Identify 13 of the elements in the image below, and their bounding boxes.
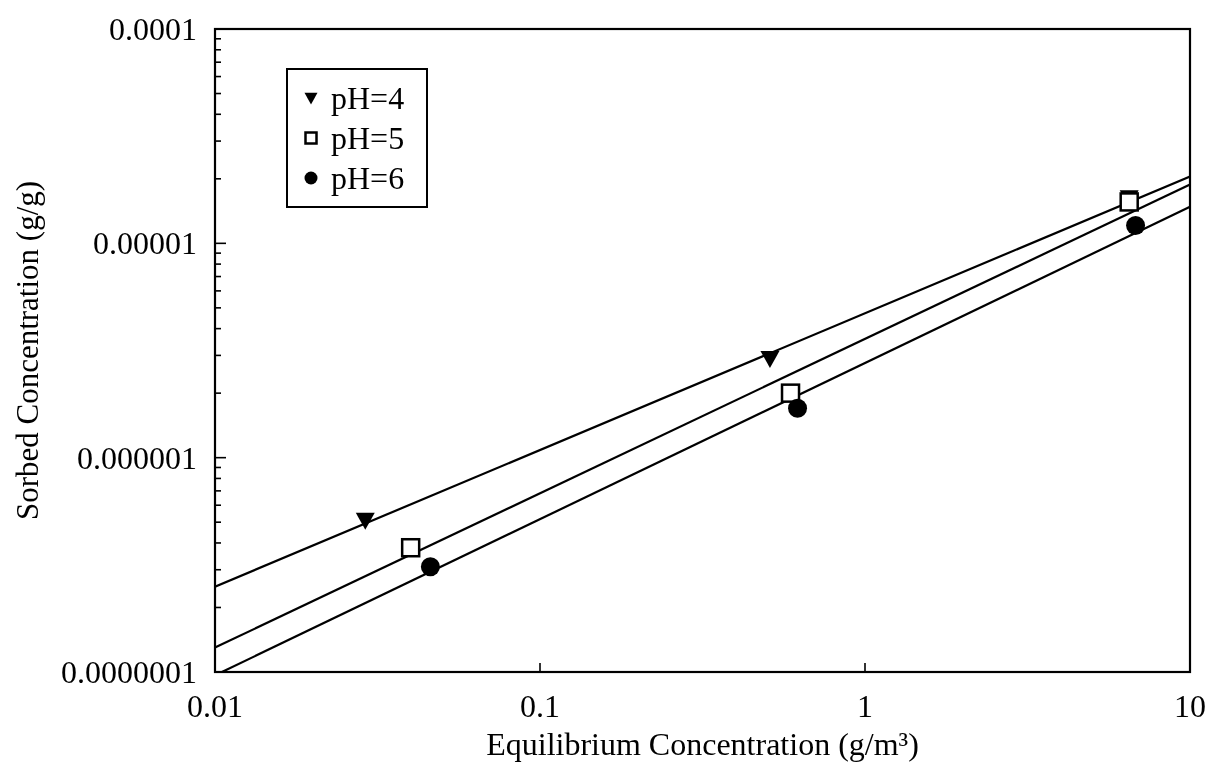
y-tick-label: 0.0000001 [61, 654, 197, 690]
y-axis-title: Sorbed Concentration (g/g) [10, 180, 45, 521]
x-tick-label: 1 [857, 688, 873, 724]
legend-label: pH=6 [331, 160, 405, 196]
y-tick-label: 0.000001 [77, 439, 197, 476]
x-tick-label: 0.01 [187, 688, 243, 724]
y-tick-label: 0.00001 [93, 225, 197, 262]
x-tick-label: 0.1 [520, 688, 560, 724]
x-tick-label: 10 [1174, 688, 1206, 724]
legend-label: pH=4 [331, 80, 405, 116]
x-axis-title: Equilibrium Concentration (g/m³) [486, 726, 919, 762]
legend-label: pH=5 [331, 120, 405, 156]
y-tick-label: 0.0001 [109, 11, 197, 47]
